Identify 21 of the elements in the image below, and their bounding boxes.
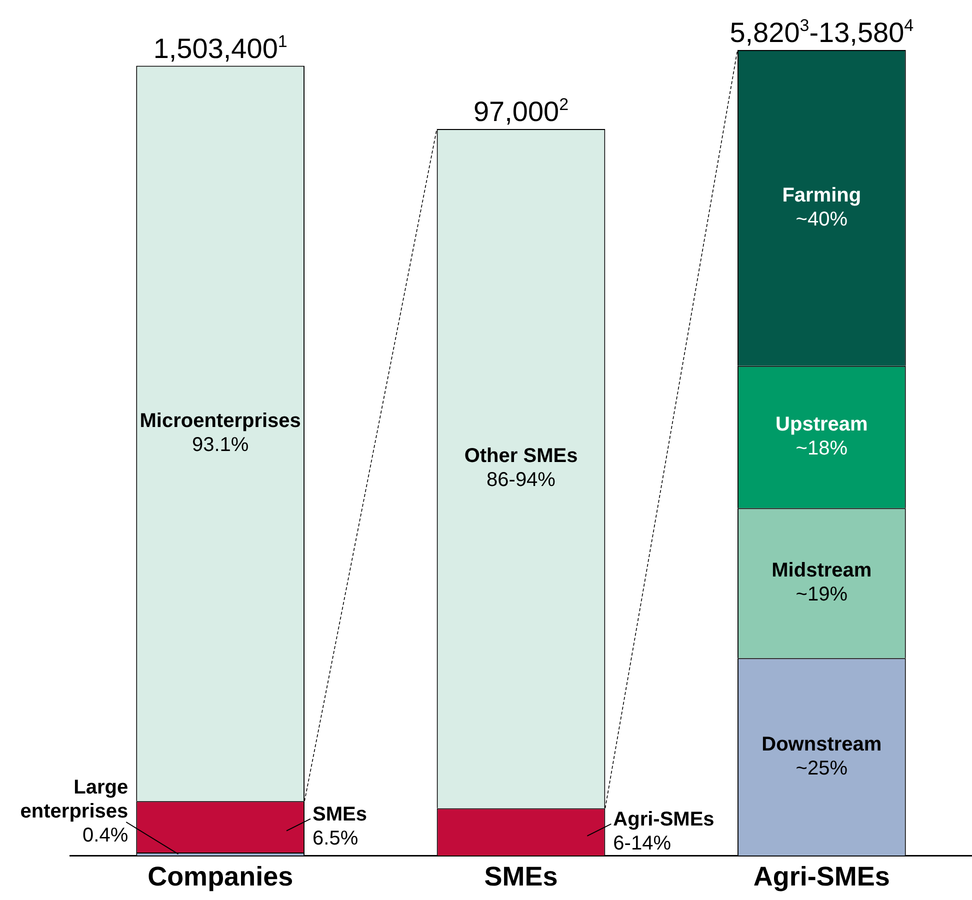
data-label: 0.4% [82,824,128,847]
series-label: Other SMEs [464,445,578,468]
series-label: Farming [782,184,862,206]
series-label: Downstream [762,733,882,756]
data-label: ~25% [796,757,848,780]
series-label: Midstream [772,560,872,582]
series-label: Microenterprises [140,410,301,432]
x-tick-label: SMEs [484,861,558,892]
series-label: Large enterprises [20,776,128,823]
data-label: ~40% [796,208,848,230]
series-label: Agri-SMEs [613,808,714,830]
data-label: ~19% [796,584,848,606]
data-label: ~18% [796,438,848,460]
data-label: 6-14% [613,832,672,854]
series-label: SMEs [312,803,367,826]
data-label: 6.5% [312,827,358,850]
data-label: 86-94% [486,469,556,492]
series-label: Upstream [776,414,868,436]
x-tick-label: Agri-SMEs [753,861,890,892]
data-label: 93.1% [192,434,249,456]
x-tick-label: Companies [148,861,294,892]
